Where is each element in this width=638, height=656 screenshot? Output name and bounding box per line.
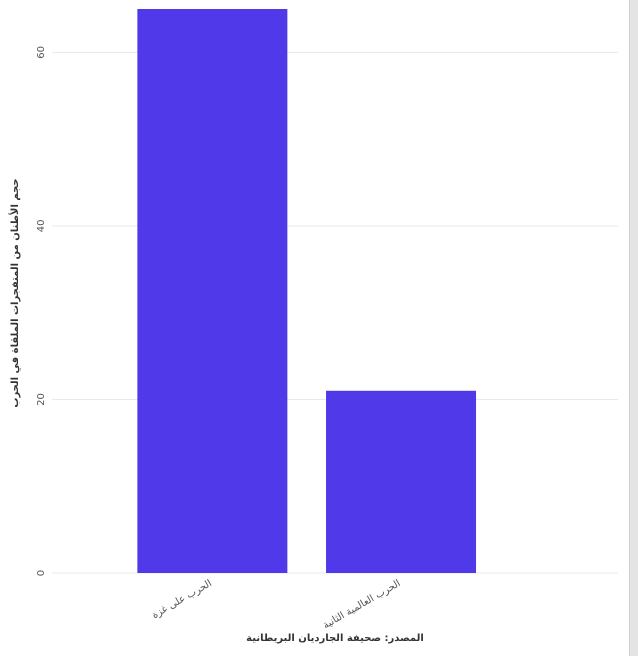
x-tick-label: الحرب العالمية الثانية [321, 578, 402, 631]
y-tick-label: 0 [36, 570, 47, 576]
window-edge-line [629, 0, 630, 656]
x-axis-label: المصدر: صحيفة الجارديان البريطانية [246, 633, 424, 644]
y-tick-label: 60 [36, 46, 47, 59]
bar [326, 390, 477, 573]
y-tick-label: 20 [36, 393, 47, 406]
x-tick-labels: الحرب على غزة الحرب العالمية الثانية [150, 578, 402, 631]
bars [137, 9, 477, 573]
y-axis-label: حجم الأطنان من المتفجرات الملقاة في الحر… [8, 178, 21, 407]
window-edge [630, 0, 638, 656]
bar [137, 9, 288, 573]
y-tick-label: 40 [36, 220, 47, 233]
y-tick-labels: 0 20 40 60 [36, 46, 47, 576]
x-tick-label: الحرب على غزة [150, 578, 214, 621]
